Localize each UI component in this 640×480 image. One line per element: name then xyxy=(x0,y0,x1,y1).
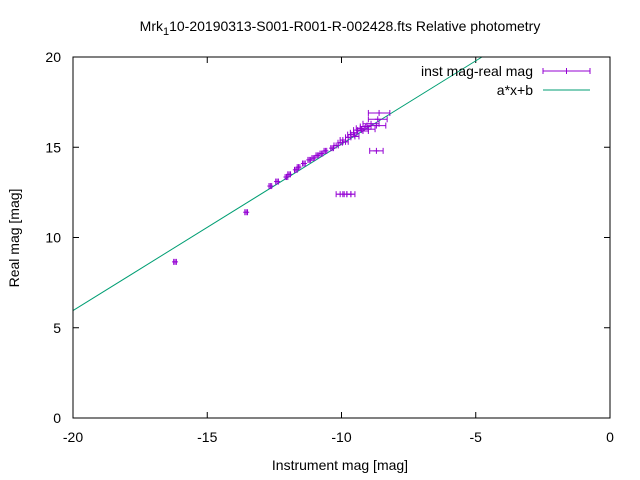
legend-label-points: inst mag-real mag xyxy=(421,63,533,79)
x-tick-label: -15 xyxy=(197,429,217,445)
data-point xyxy=(267,183,274,190)
legend-label-fit: a*x+b xyxy=(497,82,533,98)
data-point xyxy=(322,147,329,154)
y-tick-label: 20 xyxy=(45,49,61,65)
data-point xyxy=(366,122,387,129)
plot-area xyxy=(72,56,483,312)
y-tick-label: 15 xyxy=(45,139,61,155)
data-point xyxy=(369,147,384,154)
chart-title-subscript: 1 xyxy=(163,26,169,38)
data-point xyxy=(310,155,317,162)
data-point xyxy=(286,171,293,178)
data-point xyxy=(318,150,325,157)
data-point xyxy=(350,133,360,140)
y-tick-label: 5 xyxy=(53,320,61,336)
data-point xyxy=(361,126,376,133)
data-point xyxy=(300,160,307,167)
data-point xyxy=(243,209,250,216)
x-tick-label: -20 xyxy=(63,429,83,445)
y-axis-label: Real mag [mag] xyxy=(6,189,22,288)
x-tick-label: -5 xyxy=(470,429,483,445)
data-point xyxy=(329,145,336,152)
x-tick-label: 0 xyxy=(606,429,614,445)
x-axis-label: Instrument mag [mag] xyxy=(272,457,408,473)
data-point xyxy=(172,258,179,265)
chart-title: Mrk110-20190313-S001-R001-R-002428.fts R… xyxy=(140,18,541,38)
chart-title-rest: 10-20190313-S001-R001-R-002428.fts Relat… xyxy=(169,18,540,34)
data-point xyxy=(367,109,391,116)
legend: inst mag-real mag a*x+b xyxy=(421,63,591,98)
data-point xyxy=(306,156,313,163)
data-point xyxy=(274,178,281,185)
plot-frame xyxy=(72,56,611,419)
data-point xyxy=(346,191,356,198)
chart-title-main: Mrk xyxy=(140,18,164,34)
tick-labels: -20 -15 -10 -5 0 0 5 10 15 20 xyxy=(45,49,614,445)
data-point xyxy=(367,116,388,123)
y-tick-label: 0 xyxy=(53,410,61,426)
x-tick-label: -10 xyxy=(331,429,351,445)
y-tick-label: 10 xyxy=(45,230,61,246)
data-point xyxy=(295,164,302,171)
